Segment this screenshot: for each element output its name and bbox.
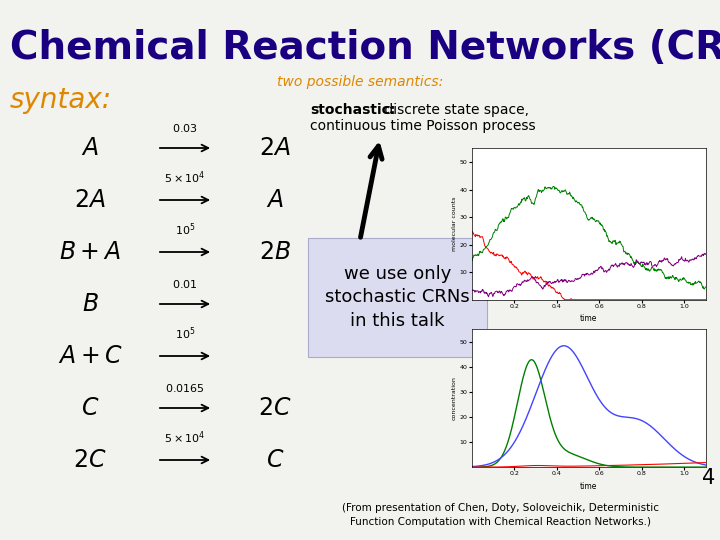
Y-axis label: molecular counts: molecular counts [451, 197, 456, 251]
Text: we use only
stochastic CRNs
in this talk: we use only stochastic CRNs in this talk [325, 265, 470, 330]
Text: $C$: $C$ [81, 396, 99, 420]
Text: syntax:: syntax: [10, 86, 112, 114]
Text: $B$: $B$ [81, 292, 99, 316]
Text: $2C$: $2C$ [258, 396, 292, 420]
Text: $10^{5}$: $10^{5}$ [175, 326, 195, 342]
Text: $0.01$: $0.01$ [172, 278, 198, 290]
Text: 4: 4 [702, 468, 715, 488]
Text: $5\times10^{4}$: $5\times10^{4}$ [164, 429, 206, 446]
Text: (From presentation of Chen, Doty, Soloveichik, Deterministic
Function Computatio: (From presentation of Chen, Doty, Solove… [341, 503, 659, 526]
Text: $10^{5}$: $10^{5}$ [175, 221, 195, 238]
Text: continuous time Poisson process: continuous time Poisson process [310, 119, 536, 133]
X-axis label: time: time [580, 482, 598, 491]
Text: two possible semantics:: two possible semantics: [277, 75, 443, 89]
Text: mass-action:: mass-action: [310, 338, 410, 352]
Text: $5\times10^{4}$: $5\times10^{4}$ [164, 170, 206, 186]
Text: $C$: $C$ [266, 448, 284, 472]
Text: $A$: $A$ [81, 136, 99, 160]
FancyBboxPatch shape [308, 238, 487, 357]
Text: stochastic:: stochastic: [310, 103, 395, 117]
Text: $A+C$: $A+C$ [58, 344, 122, 368]
Text: $0.03$: $0.03$ [172, 122, 198, 134]
Text: $A$: $A$ [266, 188, 284, 212]
Text: $2C$: $2C$ [73, 448, 107, 472]
Text: discrete state space,: discrete state space, [380, 103, 529, 117]
Text: Chemical Reaction Networks (CRN): Chemical Reaction Networks (CRN) [10, 29, 720, 67]
Text: $2A$: $2A$ [259, 136, 291, 160]
Text: $B+A$: $B+A$ [59, 240, 121, 264]
Text: $2A$: $2A$ [74, 188, 106, 212]
X-axis label: time: time [580, 314, 598, 323]
Text: $0.0165$: $0.0165$ [165, 382, 205, 394]
Text: $2B$: $2B$ [259, 240, 291, 264]
Text: continuous ODEs: continuous ODEs [392, 338, 514, 352]
Y-axis label: concentration: concentration [451, 376, 456, 420]
